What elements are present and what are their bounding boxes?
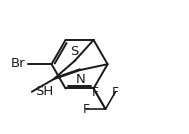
Text: F: F (112, 86, 119, 99)
Text: SH: SH (35, 85, 53, 98)
Text: F: F (82, 103, 89, 116)
Text: F: F (92, 86, 99, 99)
Text: Br: Br (11, 57, 26, 70)
Text: N: N (76, 73, 86, 86)
Text: S: S (70, 45, 78, 58)
